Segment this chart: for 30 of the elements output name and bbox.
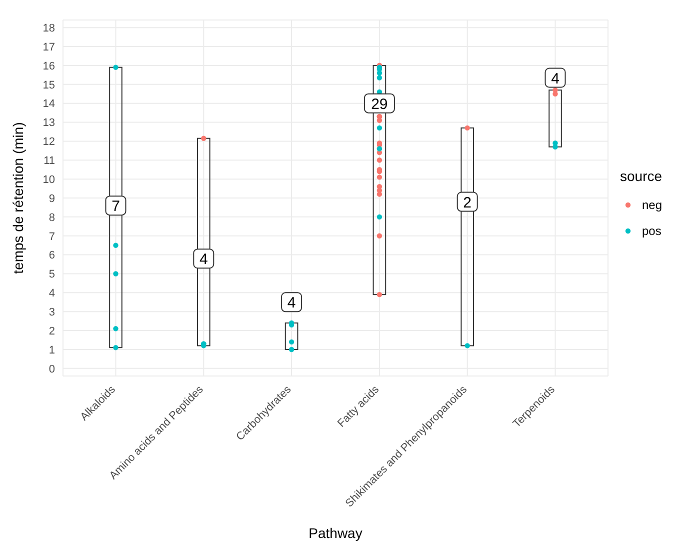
y-tick-label: 8 bbox=[48, 212, 55, 224]
annotation: 4 bbox=[551, 70, 560, 88]
legend-label: pos bbox=[642, 224, 662, 238]
legend-title: source bbox=[620, 168, 662, 184]
y-tick-label: 6 bbox=[48, 250, 55, 262]
y-tick-label: 10 bbox=[42, 174, 55, 186]
annotation: 2 bbox=[463, 194, 472, 212]
y-tick-label: 12 bbox=[42, 136, 55, 148]
annotation: 29 bbox=[371, 96, 388, 113]
annotation: 7 bbox=[112, 198, 120, 216]
y-tick-label: 16 bbox=[42, 60, 55, 72]
y-tick-label: 7 bbox=[48, 230, 55, 243]
y-tick-label: 13 bbox=[42, 117, 55, 130]
y-tick-label: 15 bbox=[42, 79, 55, 92]
y-tick-label: 5 bbox=[48, 268, 55, 281]
y-tick-label: 0 bbox=[48, 363, 55, 376]
annotation: 4 bbox=[287, 294, 296, 312]
y-tick-label: 1 bbox=[48, 344, 55, 356]
y-tick-label: 4 bbox=[48, 288, 55, 300]
y-tick-label: 11 bbox=[44, 155, 55, 168]
y-tick-label: 14 bbox=[42, 98, 55, 110]
annotation: 4 bbox=[199, 251, 208, 268]
y-tick-label: 3 bbox=[48, 306, 55, 319]
y-tick-label: 18 bbox=[42, 22, 55, 34]
y-tick-label: 2 bbox=[48, 325, 55, 338]
y-axis-title: temps de rétention (min) bbox=[10, 122, 26, 274]
y-tick-label: 9 bbox=[48, 192, 55, 205]
legend-label: neg bbox=[642, 198, 662, 212]
x-axis-title: Pathway bbox=[308, 525, 362, 541]
y-tick-label: 17 bbox=[42, 41, 55, 54]
